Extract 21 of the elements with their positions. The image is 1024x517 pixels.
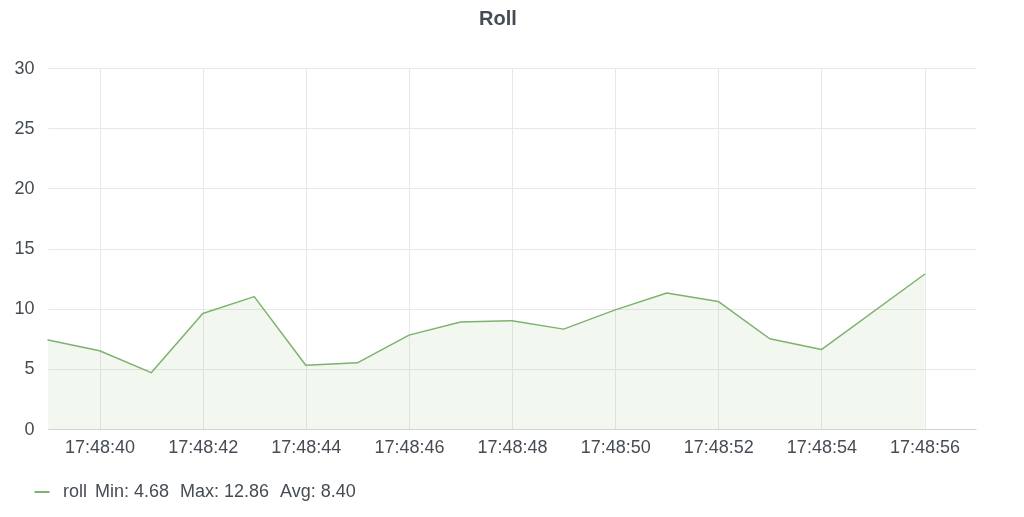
x-tick-label: 17:48:42 (168, 436, 239, 457)
text: Max: 12.86 (180, 481, 270, 501)
x-tick-label: 17:48:40 (65, 436, 136, 457)
y-tick-label: 30 (14, 57, 35, 78)
x-tick-label: 17:48:56 (890, 436, 961, 457)
text: Avg: 8.40 (280, 481, 356, 501)
y-tick-label: 20 (14, 177, 35, 198)
x-tick-label: 17:48:44 (271, 436, 342, 457)
y-tick-label: 25 (14, 117, 35, 138)
x-tick-label: 17:48:54 (786, 436, 857, 457)
text: Min: 4.68 (95, 481, 170, 501)
legend-label: roll (63, 481, 88, 501)
x-tick-label: 17:48:52 (683, 436, 754, 457)
x-tick-label: 17:48:50 (580, 436, 651, 457)
y-tick-label: 0 (24, 418, 35, 439)
chart-title: Roll (479, 7, 517, 29)
y-tick-label: 10 (14, 298, 35, 319)
y-tick-label: 15 (14, 238, 35, 258)
y-tick-label: 5 (24, 358, 35, 379)
x-tick-label: 17:48:48 (477, 436, 548, 457)
x-tick-label: 17:48:46 (374, 436, 445, 457)
